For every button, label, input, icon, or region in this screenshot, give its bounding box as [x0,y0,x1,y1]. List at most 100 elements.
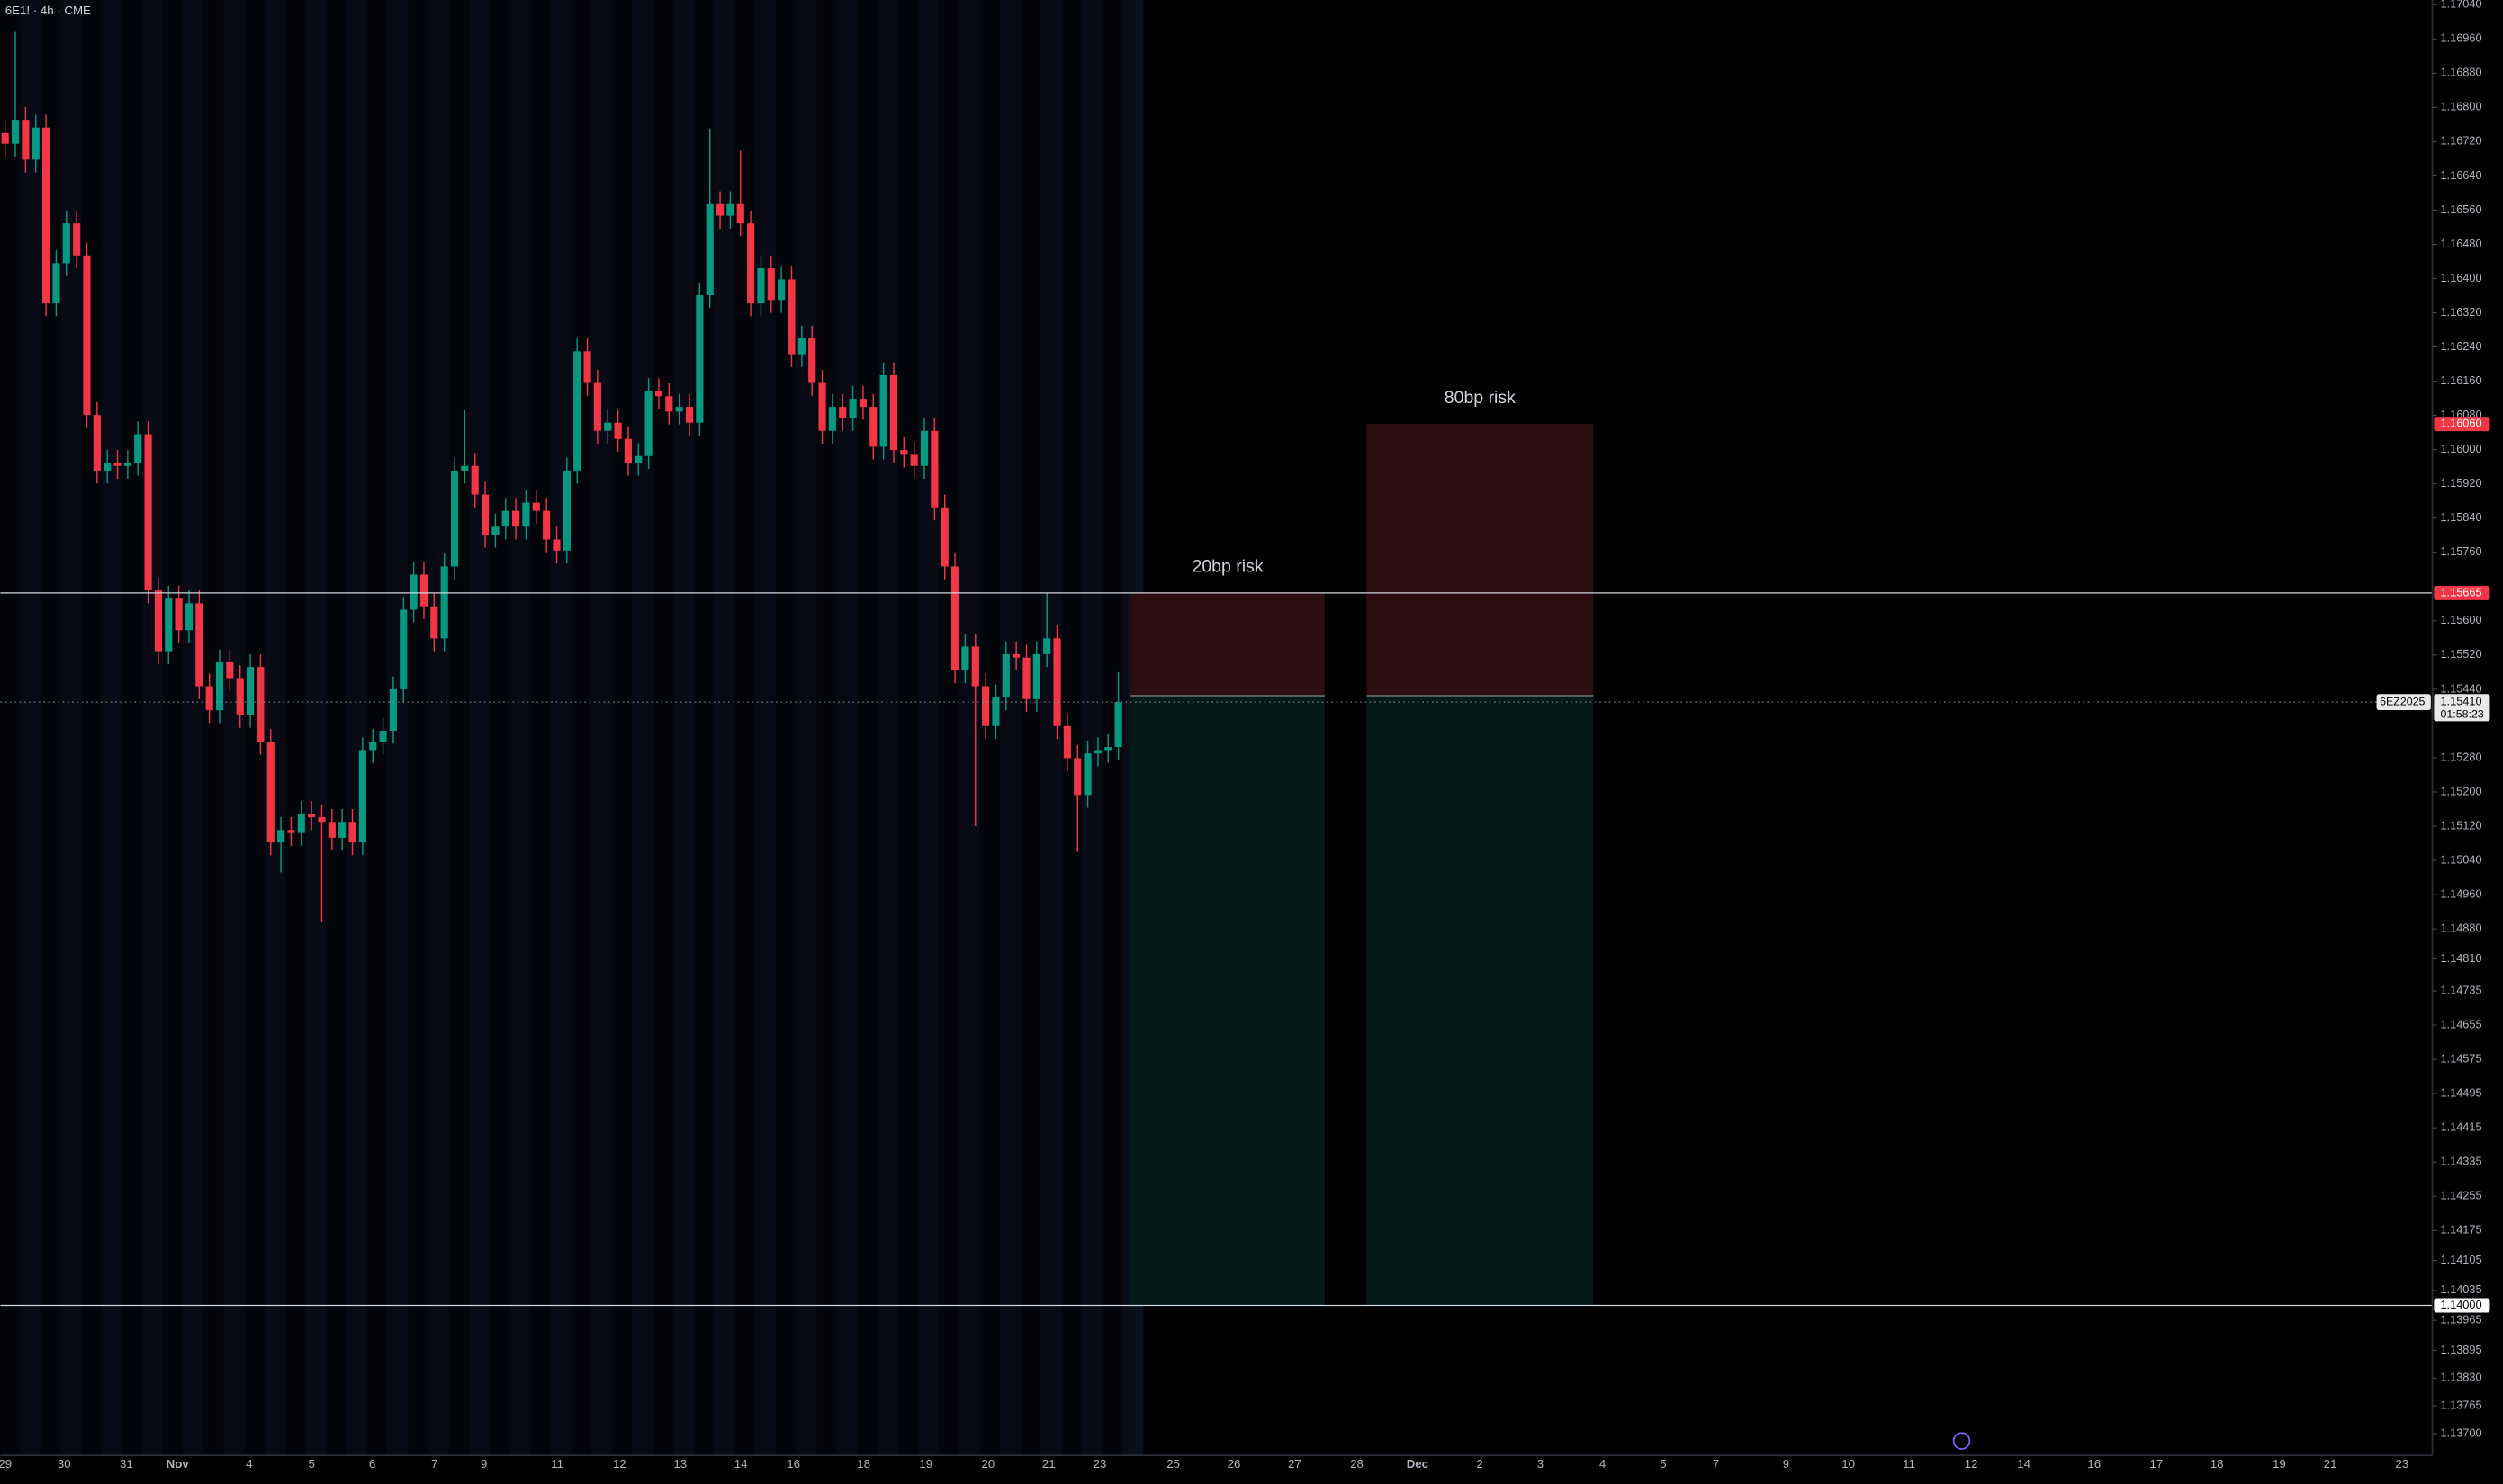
last-price-tag [2434,694,2490,722]
candle-body [818,382,826,431]
candle-body [1114,702,1122,748]
candle-body [716,203,725,216]
candle-body [308,814,316,818]
y-tick-label: 1.13700 [2440,1426,2481,1439]
x-tick-label: 16 [787,1457,800,1471]
x-tick-label: 4 [1599,1457,1606,1471]
y-tick-label: 1.15120 [2440,818,2481,832]
y-tick-label: 1.13895 [2440,1343,2481,1356]
candle-body [685,407,694,423]
candle-body [73,223,81,256]
candle-body [522,502,530,527]
candle-body [910,454,918,466]
candle-body [1084,753,1092,796]
y-tick-label: 1.15280 [2440,750,2481,763]
y-tick-label: 1.16880 [2440,66,2481,79]
candle-body [277,830,285,843]
candle-body [1,132,9,144]
symbol-title: 6E1! · 4h · CME [5,4,91,17]
x-tick-label: 18 [2210,1457,2224,1471]
y-tick-label: 1.14880 [2440,921,2481,934]
x-tick-label: 25 [1166,1457,1180,1471]
x-tick-label: 20 [982,1457,995,1471]
candle-body [154,590,162,652]
candle-body [226,661,234,679]
candle-body [808,338,816,383]
candle-body [215,661,224,711]
candle-body [696,295,704,423]
candle-body [849,399,857,418]
candle-body [879,374,887,447]
candle-body [675,407,683,412]
y-tick-label: 1.15760 [2440,544,2481,558]
symbol-tag [2376,694,2431,711]
candle-body [532,502,540,511]
risk-zone [1366,424,1594,697]
candle-body [1013,653,1021,658]
candle-body [665,396,673,412]
y-tick-label: 1.13765 [2440,1399,2481,1412]
position-label: 20bp risk [1192,557,1263,577]
go-to-realtime[interactable] [1952,1432,1971,1450]
price-tag [2434,585,2490,600]
candle-body [747,223,755,304]
price-tag-label: 1.14000 [2440,1298,2481,1311]
candle-body [22,120,30,160]
candle-body [706,203,714,296]
candle-body [246,667,255,715]
y-tick-label: 1.14415 [2440,1120,2481,1134]
y-tick-label: 1.14255 [2440,1189,2481,1202]
x-tick-label: 26 [1228,1457,1241,1471]
candle-body [175,598,183,631]
candle-body [778,279,786,301]
candle-body [604,422,612,431]
candle-body [338,822,347,838]
countdown: 01:58:23 [2440,708,2483,721]
x-tick-label: 14 [2017,1457,2030,1471]
candle-body [52,263,60,304]
y-tick-label: 1.13965 [2440,1312,2481,1326]
candle-body [583,351,591,383]
candle-body [165,598,173,652]
candle-body [358,750,366,843]
candle-body [113,463,122,466]
candle-body [757,268,765,304]
y-tick-label: 1.16240 [2440,339,2481,353]
x-tick-label: 31 [120,1457,133,1471]
candle-body [461,465,469,471]
x-tick-label: 9 [1783,1457,1789,1471]
y-tick-label: 1.14575 [2440,1051,2481,1065]
candle-body [563,470,571,551]
candle-body [410,574,418,610]
x-tick-label: 12 [613,1457,626,1471]
candle-body [205,686,213,711]
time-axis [0,1455,2503,1484]
candle-body [736,203,744,224]
x-tick-label: 21 [1042,1457,1056,1471]
price-tag-label: 1.15665 [2440,585,2481,598]
candle-body [297,814,305,833]
candle-body [644,391,653,456]
y-tick-label: 1.14335 [2440,1155,2481,1168]
x-tick-label: 9 [481,1457,487,1471]
x-tick-label: Nov [167,1457,190,1471]
y-tick-label: 1.16560 [2440,202,2481,216]
x-tick-label: 11 [551,1457,563,1471]
candle-body [481,494,490,535]
y-tick-label: 1.16480 [2440,237,2481,250]
candle-body [369,742,377,751]
y-tick-label: 1.14175 [2440,1223,2481,1237]
candle-body [1074,758,1082,796]
candle-body [318,817,326,823]
candle-body [931,430,939,508]
candle-body [1022,657,1031,699]
candle-body [1053,638,1061,726]
session-shading [0,0,1144,1456]
x-tick-label: 14 [734,1457,748,1471]
y-tick-label: 1.14655 [2440,1017,2481,1030]
candle-body [400,609,408,689]
candle-body [614,422,622,439]
candle-body [450,470,459,567]
candle-body [654,391,663,397]
price-tag [2434,417,2490,432]
